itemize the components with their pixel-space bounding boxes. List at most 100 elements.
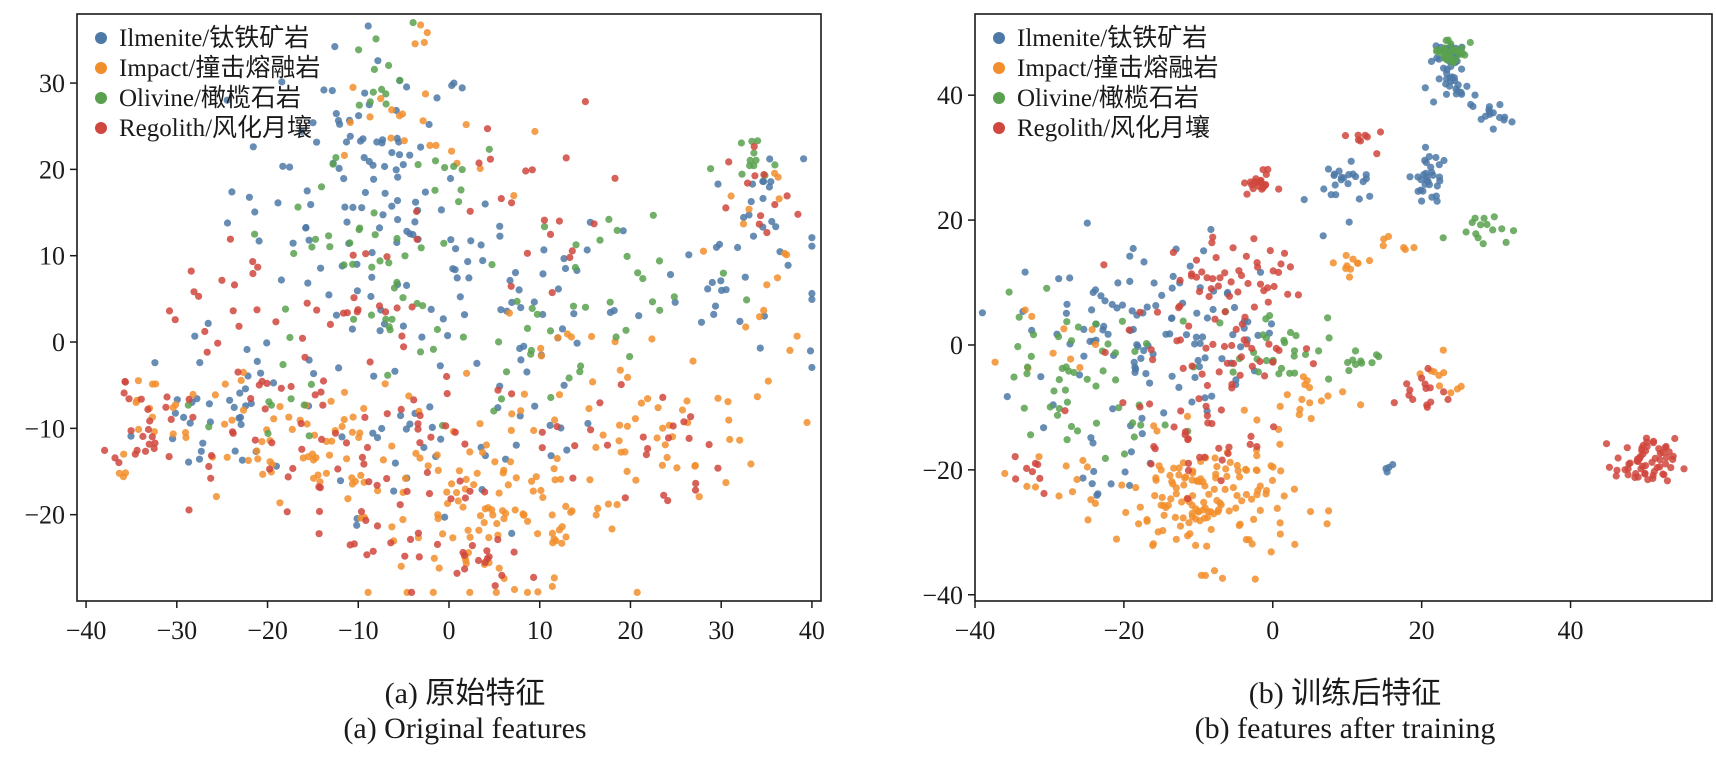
data-point-olivine [1053, 411, 1062, 419]
data-point-impact [152, 380, 160, 388]
data-point-ilmenite [635, 312, 643, 320]
data-point-regolith [1623, 444, 1631, 452]
data-point-ilmenite [1330, 171, 1338, 180]
data-point-olivine [300, 401, 308, 409]
data-point-ilmenite [353, 521, 361, 529]
data-point-impact [476, 164, 484, 173]
data-point-regolith [433, 540, 442, 549]
data-point-impact [725, 416, 733, 424]
data-point-olivine [490, 407, 498, 415]
data-point-regolith [261, 405, 269, 413]
data-point-ilmenite [186, 419, 194, 427]
data-point-olivine [1074, 323, 1082, 331]
data-point-ilmenite [238, 456, 246, 464]
data-point-ilmenite [1327, 191, 1335, 199]
data-point-olivine [623, 252, 631, 260]
x-tick-label: −20 [247, 616, 288, 645]
data-point-olivine [294, 203, 302, 211]
data-point-olivine [1216, 319, 1224, 327]
data-point-ilmenite [1230, 303, 1239, 312]
data-point-impact [1206, 508, 1215, 516]
y-tick-label: 10 [39, 242, 65, 271]
data-point-regolith [1650, 467, 1658, 476]
data-point-impact [1172, 535, 1180, 543]
data-point-ilmenite [444, 332, 452, 340]
data-point-ilmenite [1433, 182, 1441, 190]
y-tick-label: 20 [937, 206, 963, 235]
data-point-impact [1435, 382, 1444, 390]
data-point-regolith [121, 377, 129, 386]
data-point-ilmenite [1133, 341, 1141, 349]
data-point-ilmenite [1079, 474, 1087, 482]
data-point-impact [764, 377, 772, 385]
data-point-olivine [1010, 373, 1018, 381]
data-point-regolith [794, 210, 802, 218]
data-point-impact [1253, 466, 1261, 475]
data-point-impact [661, 441, 669, 449]
data-point-ilmenite [289, 239, 297, 247]
data-point-regolith [1638, 446, 1646, 455]
data-point-impact [1346, 265, 1355, 273]
data-point-regolith [1202, 344, 1210, 352]
data-point-regolith [383, 410, 391, 418]
data-point-olivine [372, 35, 380, 43]
data-point-impact [523, 588, 532, 597]
data-point-regolith [1012, 475, 1020, 483]
data-point-ilmenite [388, 202, 396, 210]
data-point-impact [624, 373, 632, 381]
data-point-impact [434, 466, 442, 474]
data-point-olivine [1063, 398, 1071, 406]
data-point-olivine [1286, 369, 1294, 377]
data-point-impact [476, 420, 484, 428]
data-point-impact [1150, 422, 1158, 430]
y-tick-label: 30 [39, 69, 65, 98]
data-point-olivine [455, 198, 463, 206]
data-point-ilmenite [1182, 331, 1191, 339]
data-point-impact [388, 442, 396, 450]
data-point-ilmenite [1421, 143, 1430, 151]
data-point-impact [774, 173, 782, 181]
data-point-impact [742, 323, 750, 331]
data-point-impact [1248, 495, 1256, 503]
data-point-regolith [1264, 165, 1272, 174]
data-point-regolith [120, 389, 128, 397]
data-point-regolith [1225, 292, 1234, 300]
data-point-olivine [1120, 450, 1129, 458]
data-point-regolith [1011, 453, 1019, 461]
data-point-impact [1268, 476, 1277, 485]
data-point-regolith [144, 425, 153, 434]
data-point-ilmenite [711, 302, 720, 310]
data-point-olivine [1099, 367, 1107, 375]
data-point-regolith [1217, 477, 1225, 485]
data-point-regolith [1218, 456, 1226, 464]
data-point-impact [727, 192, 735, 200]
data-point-ilmenite [395, 151, 404, 159]
data-point-impact [539, 493, 547, 502]
data-point-impact [1229, 484, 1237, 492]
data-point-regolith [1229, 244, 1237, 252]
data-point-regolith [1294, 291, 1302, 299]
data-point-impact [1188, 509, 1196, 518]
data-point-ilmenite [508, 529, 516, 538]
data-point-impact [466, 588, 474, 597]
data-point-regolith [1277, 260, 1285, 268]
data-point-regolith [1228, 341, 1236, 350]
data-point-regolith [1237, 353, 1245, 361]
data-point-olivine [429, 345, 437, 353]
data-point-olivine [771, 161, 779, 169]
data-point-ilmenite [1486, 108, 1494, 116]
data-point-ilmenite [199, 439, 207, 447]
data-point-regolith [334, 465, 342, 473]
data-point-impact [420, 38, 428, 47]
data-point-ilmenite [1127, 448, 1135, 456]
data-point-ilmenite [390, 487, 398, 495]
data-point-regolith [494, 386, 502, 394]
data-point-ilmenite [1037, 373, 1045, 381]
data-point-ilmenite [546, 421, 554, 429]
data-point-ilmenite [279, 162, 287, 170]
data-point-ilmenite [452, 245, 460, 253]
data-point-ilmenite [768, 217, 776, 226]
data-point-regolith [451, 428, 459, 436]
data-point-regolith [783, 192, 791, 200]
data-point-regolith [165, 307, 174, 315]
